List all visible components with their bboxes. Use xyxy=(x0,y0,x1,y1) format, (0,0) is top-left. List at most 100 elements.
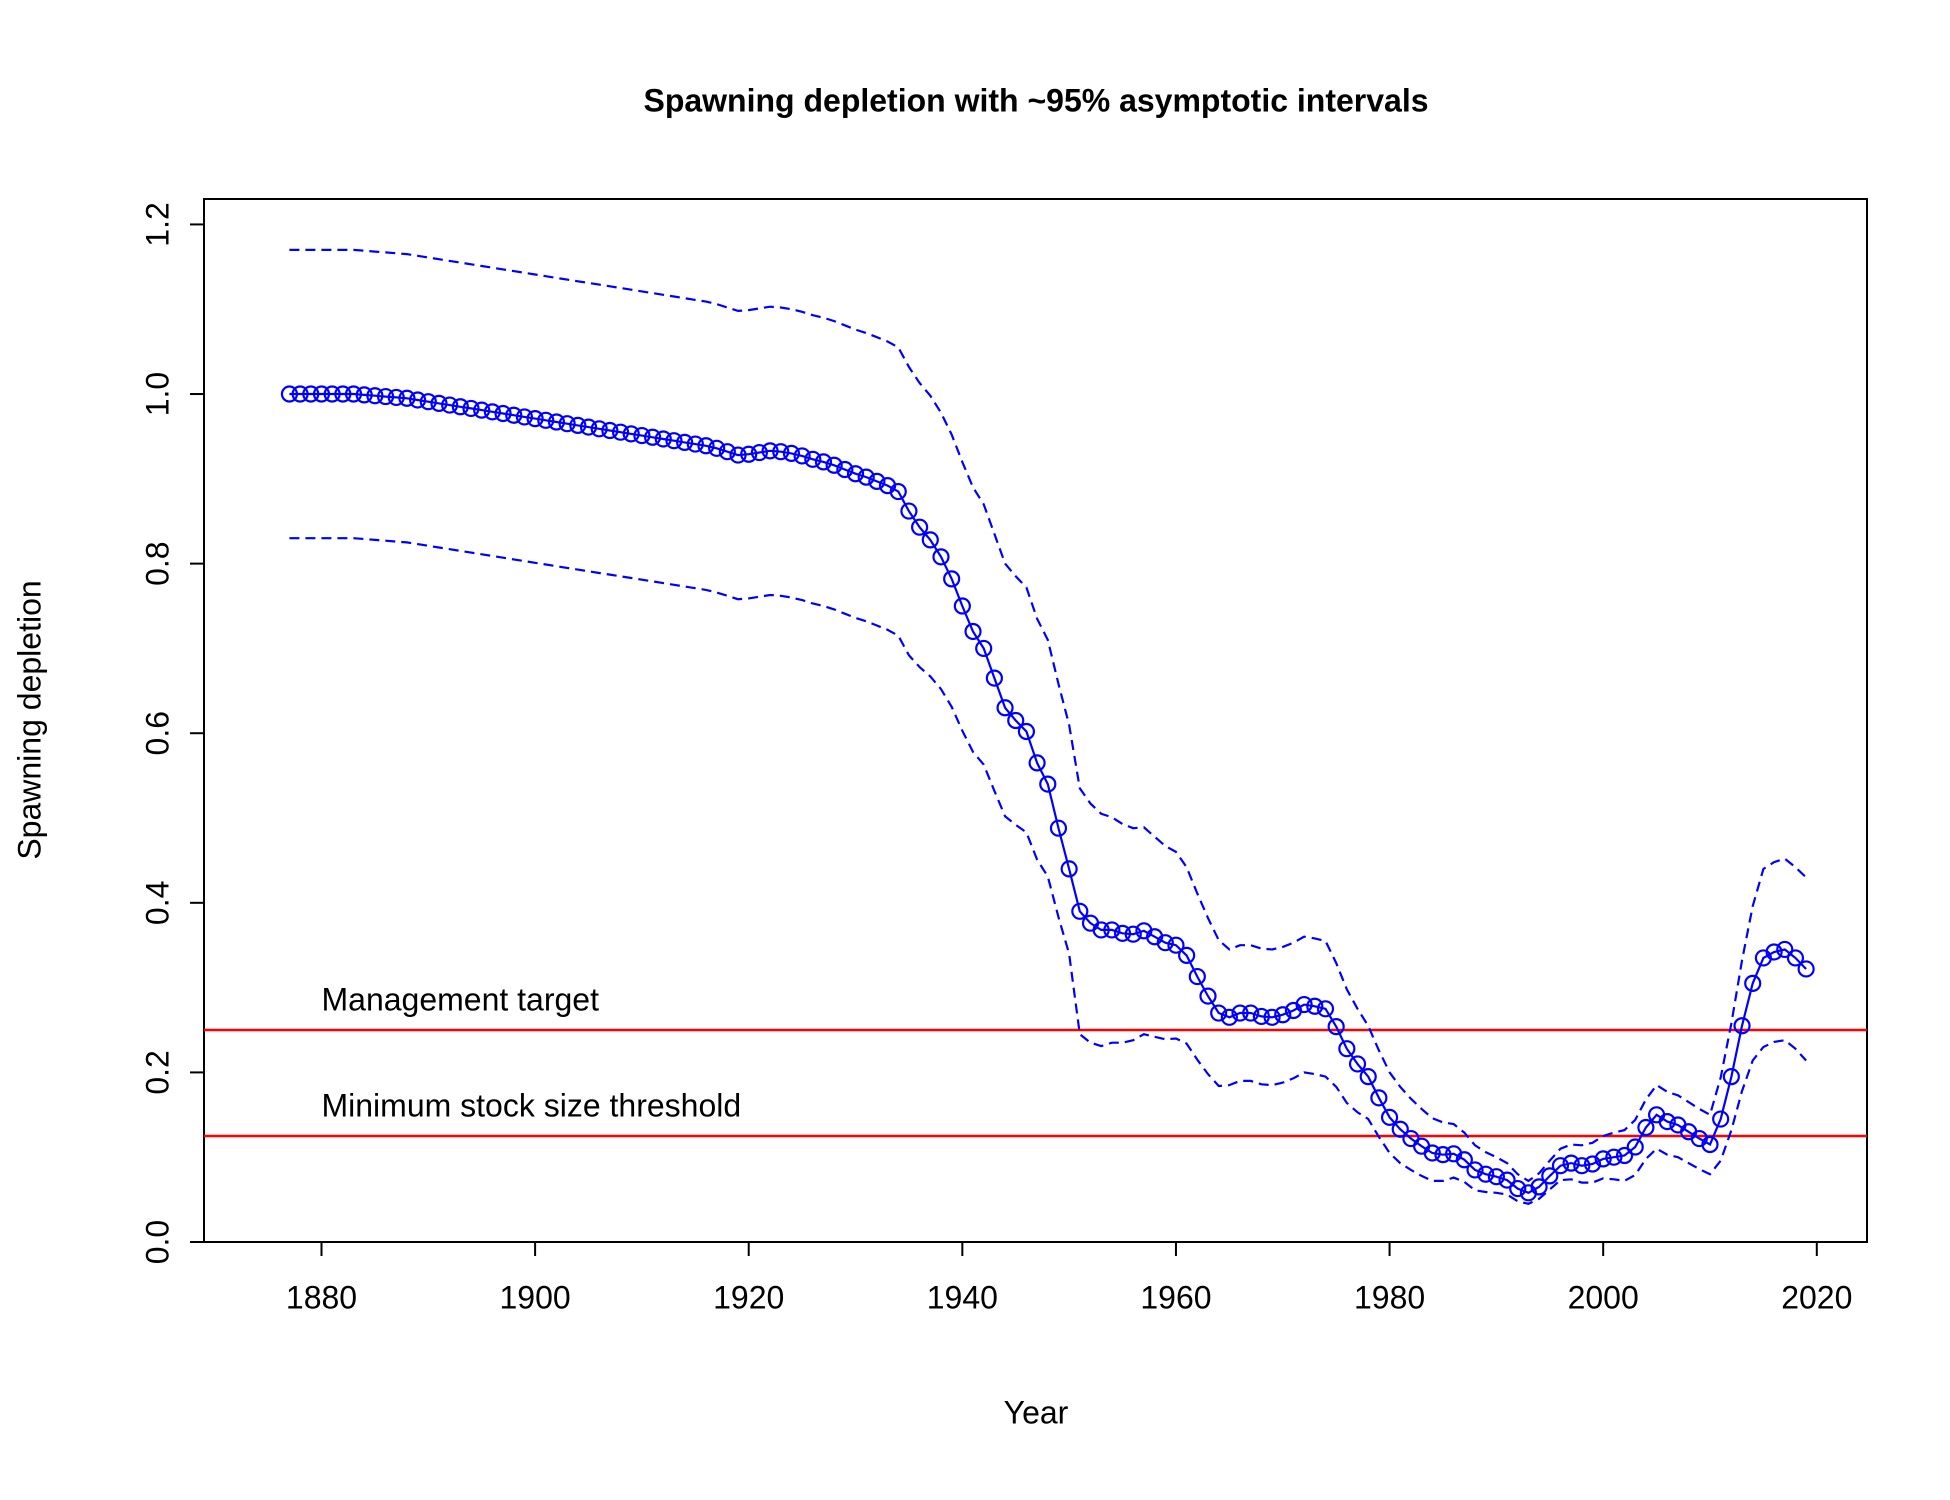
point xyxy=(1551,1157,1570,1175)
point xyxy=(1348,1055,1367,1073)
point xyxy=(1370,1089,1388,1107)
point xyxy=(622,425,640,443)
point xyxy=(1487,1168,1505,1186)
point xyxy=(697,437,715,455)
point xyxy=(1188,967,1206,986)
point xyxy=(1583,1155,1602,1173)
point xyxy=(376,387,395,406)
point xyxy=(1455,1151,1473,1169)
point xyxy=(846,465,865,483)
point xyxy=(1776,940,1794,959)
y-tick-label: 1.2 xyxy=(139,202,175,246)
point xyxy=(1199,987,1217,1005)
y-tick-label: 0.6 xyxy=(139,711,175,755)
point xyxy=(1573,1157,1591,1175)
point xyxy=(921,531,939,549)
point xyxy=(590,420,608,438)
point xyxy=(1263,1008,1281,1026)
x-tick-label: 1920 xyxy=(713,1279,784,1315)
point xyxy=(1712,1110,1730,1128)
point xyxy=(1167,936,1185,954)
point xyxy=(676,433,694,451)
point xyxy=(312,385,331,403)
point xyxy=(1231,1004,1249,1022)
point xyxy=(932,548,950,566)
point xyxy=(344,385,363,403)
point xyxy=(483,403,501,421)
point xyxy=(1049,819,1068,837)
point xyxy=(729,446,747,464)
point xyxy=(964,622,982,641)
x-tick-label: 1880 xyxy=(286,1279,357,1315)
point xyxy=(836,460,854,479)
point xyxy=(782,444,801,462)
interval-line xyxy=(289,537,1807,1205)
interval-line xyxy=(289,248,1807,1183)
point xyxy=(718,443,736,461)
point xyxy=(409,391,427,409)
chart-title: Spawning depletion with ~95% asymptotic … xyxy=(643,82,1428,118)
point xyxy=(1242,1004,1260,1022)
point xyxy=(419,393,437,411)
point xyxy=(505,406,523,424)
point xyxy=(601,421,619,440)
point xyxy=(1509,1179,1527,1198)
plot-frame xyxy=(203,198,1868,1243)
point xyxy=(643,428,662,446)
point xyxy=(1306,997,1324,1015)
point xyxy=(665,432,683,450)
point xyxy=(366,387,384,405)
point xyxy=(1071,902,1089,920)
y-tick-label: 0.8 xyxy=(139,541,175,585)
point xyxy=(772,443,790,461)
point xyxy=(1423,1144,1441,1162)
point xyxy=(868,472,886,490)
point xyxy=(1626,1138,1644,1156)
point xyxy=(740,445,758,463)
x-axis-label: Year xyxy=(1004,1394,1069,1430)
point xyxy=(1210,1004,1228,1022)
point xyxy=(1295,995,1313,1014)
point xyxy=(1733,1017,1751,1035)
point xyxy=(889,482,907,501)
point xyxy=(1113,924,1132,942)
x-tick-label: 2020 xyxy=(1781,1279,1852,1315)
point xyxy=(1541,1167,1559,1185)
point xyxy=(1338,1040,1356,1058)
point xyxy=(387,388,405,407)
point xyxy=(1594,1150,1612,1168)
point xyxy=(985,669,1003,687)
point xyxy=(569,416,587,435)
point xyxy=(1637,1118,1655,1137)
y-tick-label: 1.0 xyxy=(139,372,175,416)
point xyxy=(943,570,961,588)
point xyxy=(1007,711,1025,730)
point xyxy=(537,411,555,429)
point xyxy=(1605,1148,1623,1166)
point xyxy=(996,699,1014,717)
point xyxy=(750,443,769,462)
point xyxy=(558,415,576,433)
point xyxy=(1434,1146,1452,1164)
point xyxy=(1327,1018,1345,1036)
point xyxy=(793,447,811,465)
point xyxy=(1039,775,1057,793)
point xyxy=(515,408,534,426)
x-tick-label: 1900 xyxy=(500,1279,571,1315)
point xyxy=(1765,943,1783,961)
point xyxy=(1380,1108,1399,1126)
point xyxy=(1156,934,1174,952)
point xyxy=(526,410,544,428)
point xyxy=(761,442,779,460)
x-tick-label: 1940 xyxy=(927,1279,998,1315)
point xyxy=(1658,1112,1676,1131)
point xyxy=(451,398,469,416)
point xyxy=(633,426,651,445)
y-tick-label: 0.4 xyxy=(139,881,175,925)
point xyxy=(1316,1000,1335,1018)
point xyxy=(804,450,822,468)
point xyxy=(825,456,843,474)
